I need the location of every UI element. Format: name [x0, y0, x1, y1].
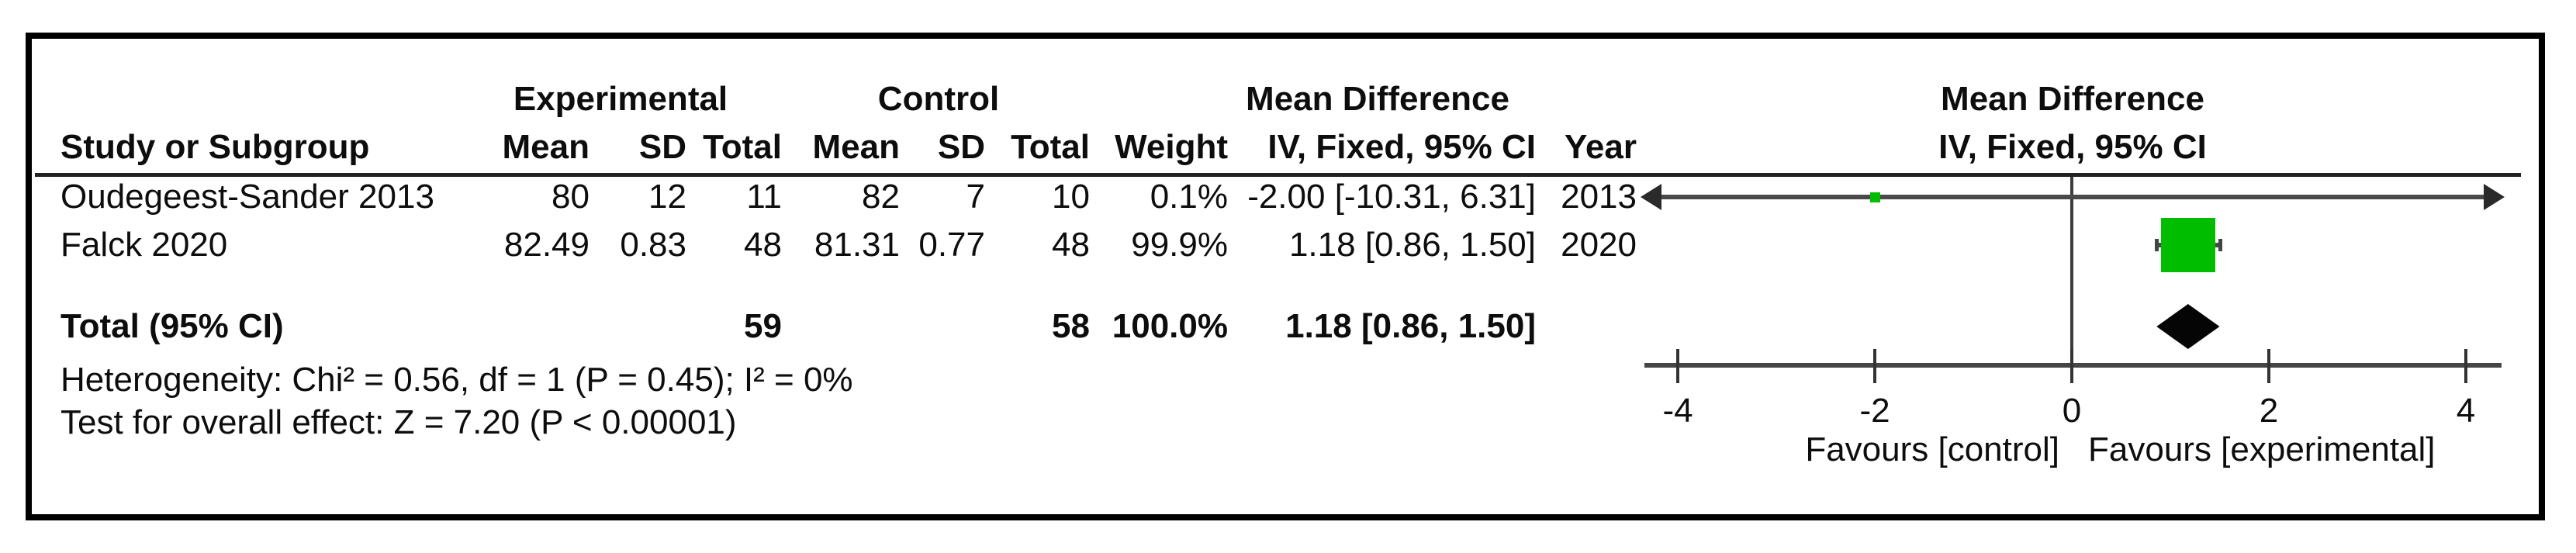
- heterogeneity-text: Heterogeneity: Chi² = 0.56, df = 1 (P = …: [61, 361, 853, 399]
- mean-ctl-value: 81.31: [814, 226, 900, 264]
- total-ctl-sum: 58: [1052, 307, 1090, 345]
- col-header-sd-exp: SD: [638, 128, 686, 166]
- total-weight: 100.0%: [1112, 307, 1228, 345]
- weight-value: 99.9%: [1131, 226, 1228, 264]
- axis-tick: [2070, 349, 2073, 383]
- ci-end-cap: [2155, 239, 2159, 251]
- ci-line: [1661, 195, 2484, 199]
- axis-tick: [2464, 349, 2467, 383]
- header-separator-line: [35, 173, 2521, 177]
- study-name: Oudegeest-Sander 2013: [61, 178, 434, 216]
- axis-tick: [2267, 349, 2270, 383]
- total-ctl-value: 48: [1052, 226, 1090, 264]
- study-weight-marker: [1869, 192, 1880, 202]
- col-header-total-ctl: Total: [1011, 128, 1090, 166]
- axis-tick-label: 0: [2062, 392, 2082, 430]
- ci-end-cap: [2218, 239, 2222, 251]
- col-header-mean-ctl: Mean: [812, 128, 900, 166]
- year-value: 2020: [1561, 226, 1637, 264]
- col-header-weight: Weight: [1115, 128, 1228, 166]
- sd-ctl-value: 0.77: [918, 226, 985, 264]
- col-header-year: Year: [1565, 128, 1637, 166]
- mean-exp-value: 80: [552, 178, 590, 216]
- zero-reference-line: [2070, 177, 2073, 365]
- mean-ctl-value: 82: [862, 178, 900, 216]
- year-value: 2013: [1561, 178, 1637, 216]
- total-row-label: Total (95% CI): [61, 307, 284, 345]
- axis-tick-label: -2: [1859, 392, 1890, 430]
- ci-text: -2.00 [-10.31, 6.31]: [1247, 178, 1536, 216]
- total-exp-value: 48: [744, 226, 782, 264]
- total-exp-sum: 59: [744, 307, 782, 345]
- axis-tick-label: 2: [2259, 392, 2279, 430]
- favours-control-label: Favours [control]: [1805, 430, 2059, 468]
- col-header-total-exp: Total: [703, 128, 782, 166]
- axis-tick-label: 4: [2456, 392, 2476, 430]
- total-ci-text: 1.18 [0.86, 1.50]: [1285, 307, 1536, 345]
- figure-border: [26, 33, 2545, 520]
- axis-tick: [1676, 349, 1679, 383]
- study-weight-marker: [2160, 218, 2215, 272]
- col-header-study: Study or Subgroup: [61, 128, 370, 166]
- axis-tick: [1873, 349, 1876, 383]
- group-header-mean-difference: Mean Difference: [1246, 80, 1509, 118]
- favours-experimental-label: Favours [experimental]: [2088, 430, 2436, 468]
- plot-header-mean-difference: Mean Difference: [1941, 80, 2204, 118]
- col-header-mean-exp: Mean: [502, 128, 590, 166]
- axis-tick-label: -4: [1662, 392, 1693, 430]
- ci-text: 1.18 [0.86, 1.50]: [1288, 226, 1536, 264]
- study-name: Falck 2020: [61, 226, 228, 264]
- col-header-iv-ci: IV, Fixed, 95% CI: [1267, 128, 1536, 166]
- ci-arrow-left: [1641, 184, 1661, 210]
- col-header-sd-ctl: SD: [937, 128, 985, 166]
- sd-ctl-value: 7: [966, 178, 985, 216]
- total-diamond: [2156, 304, 2220, 349]
- group-header-control: Control: [877, 80, 1000, 118]
- total-exp-value: 11: [746, 178, 782, 216]
- overall-effect-text: Test for overall effect: Z = 7.20 (P < 0…: [61, 403, 737, 441]
- weight-value: 0.1%: [1150, 178, 1228, 216]
- plot-header-method: IV, Fixed, 95% CI: [1938, 128, 2207, 166]
- ci-arrow-right: [2484, 184, 2505, 210]
- group-header-experimental: Experimental: [513, 80, 728, 118]
- total-ctl-value: 10: [1052, 178, 1090, 216]
- sd-exp-value: 0.83: [620, 226, 686, 264]
- mean-exp-value: 82.49: [503, 226, 590, 264]
- sd-exp-value: 12: [648, 178, 686, 216]
